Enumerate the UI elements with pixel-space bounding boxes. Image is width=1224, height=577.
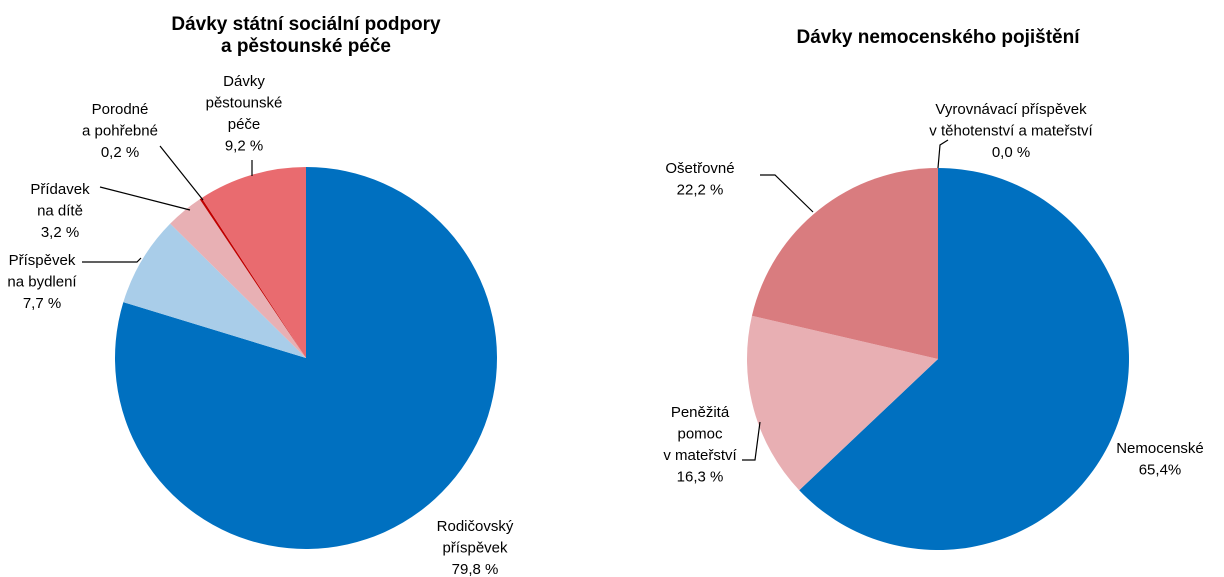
value-label: 0,2 % <box>101 144 139 161</box>
value-label: 9,2 % <box>225 138 263 155</box>
leader-line <box>82 257 142 263</box>
pie-slice <box>199 197 306 358</box>
pie-slice <box>123 223 306 358</box>
pie-slice <box>751 168 938 359</box>
slice-label: Ošetřovné <box>665 160 734 177</box>
slice-label: Peněžitá pomoc v mateřství <box>663 404 737 464</box>
leader-line <box>159 145 204 201</box>
slice-label: Nemocenské <box>1116 440 1204 457</box>
leader-line <box>99 186 191 211</box>
pie-slice <box>746 315 938 491</box>
slice-label: Vyrovnávací příspěvek v těhotenství a mat… <box>929 101 1093 140</box>
chart-title: Dávky státní sociální podpory a pěstounsk… <box>171 14 441 57</box>
value-label: 0,0 % <box>992 144 1030 161</box>
slice-label: Příspěvek na bydlení <box>7 252 77 291</box>
leader-line <box>937 139 949 169</box>
pie-slice <box>201 167 306 358</box>
value-label: 79,8 % <box>452 561 499 577</box>
value-label: 3,2 % <box>41 224 79 241</box>
value-label: 22,2 % <box>677 182 724 199</box>
pie-slice <box>799 168 1129 550</box>
leader-line <box>742 421 761 461</box>
value-label: 16,3 % <box>677 469 724 486</box>
slice-label: Porodné a pohřebné <box>82 101 158 140</box>
slice-label: Rodičovský příspěvek <box>437 518 514 557</box>
slice-label: Dávky pěstounské péče <box>206 73 283 133</box>
value-label: 7,7 % <box>23 295 61 312</box>
value-label: 65,4% <box>1139 462 1182 479</box>
leader-line <box>760 174 814 213</box>
slice-label: Přídavek na dítě <box>30 181 90 220</box>
chart-title: Dávky nemocenského pojištění <box>797 27 1081 48</box>
pie-slice <box>170 199 306 358</box>
